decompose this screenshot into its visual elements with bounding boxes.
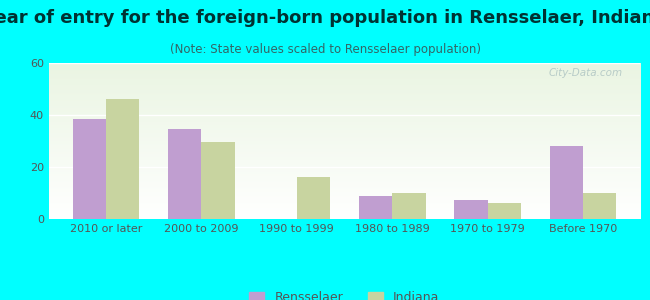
Bar bbox=[202, 142, 235, 219]
Legend: Rensselaer, Indiana: Rensselaer, Indiana bbox=[244, 286, 445, 300]
Bar bbox=[168, 129, 202, 219]
Bar bbox=[73, 119, 106, 219]
Bar bbox=[583, 193, 616, 219]
Bar bbox=[297, 177, 330, 219]
Bar bbox=[359, 196, 392, 219]
Bar bbox=[106, 99, 139, 219]
Text: City-Data.com: City-Data.com bbox=[549, 68, 623, 78]
Bar bbox=[392, 193, 426, 219]
Bar bbox=[550, 146, 583, 219]
Bar bbox=[454, 200, 488, 219]
Text: (Note: State values scaled to Rensselaer population): (Note: State values scaled to Rensselaer… bbox=[170, 44, 480, 56]
Text: Year of entry for the foreign-born population in Rensselaer, Indiana: Year of entry for the foreign-born popul… bbox=[0, 9, 650, 27]
Bar bbox=[488, 203, 521, 219]
